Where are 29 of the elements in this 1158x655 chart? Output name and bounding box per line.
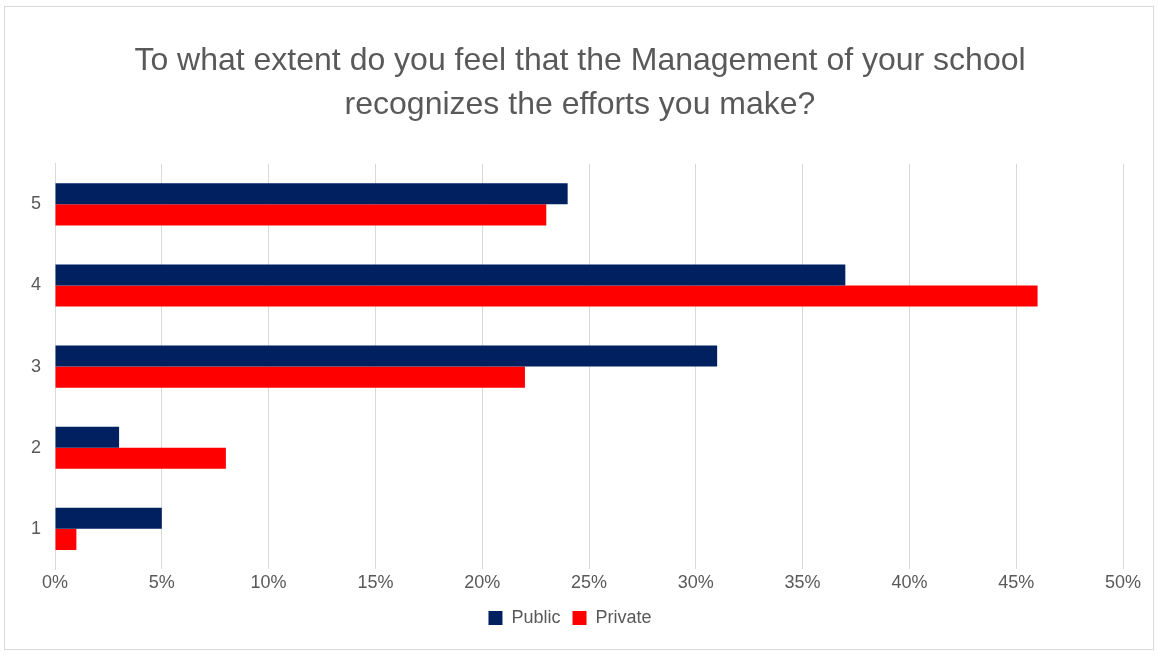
y-tick-label: 2: [31, 436, 42, 457]
bar: [55, 447, 226, 469]
x-tick-label: 5%: [148, 572, 175, 593]
bar: [55, 528, 77, 550]
y-tick-label: 3: [31, 355, 42, 376]
y-tick-label: 4: [31, 274, 42, 295]
bar: [55, 204, 547, 226]
bar: [55, 426, 120, 448]
bar: [55, 507, 162, 529]
x-tick-label: 20%: [464, 572, 501, 593]
x-tick-label: 35%: [784, 572, 821, 593]
x-tick-label: 50%: [1104, 572, 1142, 593]
y-tick-label: 1: [31, 517, 42, 538]
legend-label: Public: [511, 606, 561, 627]
chart-title: To what extent do you feel that the Management of your school recognizes the efforts you make?: [133, 40, 1027, 123]
x-tick-label: 10%: [250, 572, 287, 593]
x-tick-label: 45%: [998, 572, 1035, 593]
legend-label: Private: [595, 606, 652, 627]
x-tick-label: 0%: [42, 572, 69, 593]
x-tick-label: 25%: [570, 572, 608, 593]
y-tick-label: 5: [31, 193, 42, 214]
x-tick-label: 40%: [891, 572, 928, 593]
bar: [55, 264, 846, 286]
bar: [55, 285, 1038, 307]
bar: [55, 366, 525, 388]
x-tick-label: 30%: [677, 572, 714, 593]
bar: [55, 183, 568, 205]
bar: [55, 345, 718, 367]
x-tick-label: 15%: [357, 572, 394, 593]
